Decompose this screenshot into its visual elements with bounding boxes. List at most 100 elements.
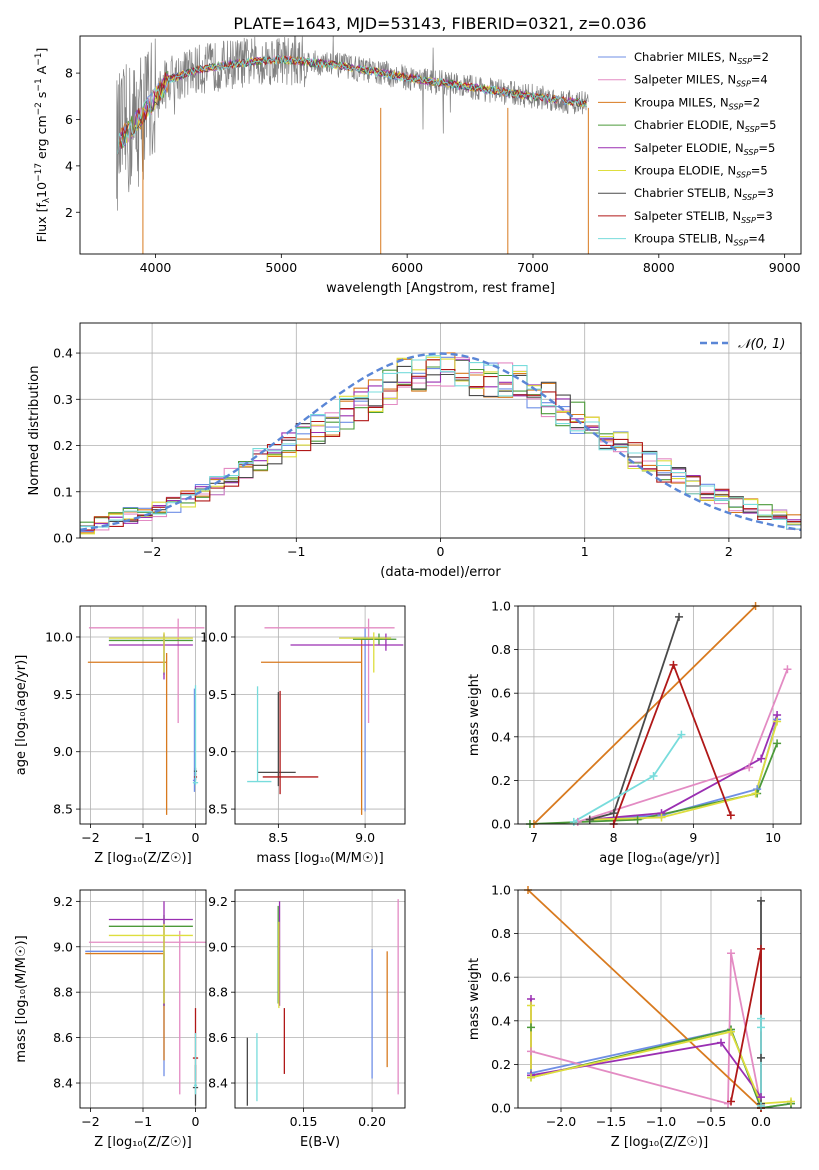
y-tick-label: 0.8 bbox=[491, 926, 511, 941]
plus-marker bbox=[649, 772, 658, 781]
x-tick-label: −2 bbox=[81, 1114, 99, 1129]
x-tick-label: 7 bbox=[530, 830, 538, 845]
errorbar-point bbox=[361, 627, 383, 812]
x-tick-label: 9000 bbox=[769, 260, 801, 275]
plus-marker bbox=[585, 815, 594, 824]
plus-marker bbox=[787, 1097, 795, 1106]
y-tick-label: 9.0 bbox=[53, 744, 73, 759]
plus-marker bbox=[657, 813, 666, 822]
x-tick-label: 0 bbox=[192, 830, 200, 845]
y-tick-label: 0.2 bbox=[53, 438, 73, 453]
mass-weight-line bbox=[589, 721, 778, 821]
legend-label-nssp: =5 bbox=[758, 141, 775, 155]
y-tick-label: 0.4 bbox=[53, 346, 73, 361]
axes-frame-residuals bbox=[79, 322, 802, 539]
legend-label-nssp: =5 bbox=[760, 118, 777, 132]
y-tick-label: 8.6 bbox=[53, 1030, 73, 1045]
plus-marker bbox=[569, 817, 578, 826]
panel-mass-vs-ebv: 0.15 0.20 8.4 8.6 8.8 9.0 9.2 E(B-V) bbox=[208, 889, 406, 1150]
y-tick-label: 0.0 bbox=[491, 817, 511, 832]
y-tick-label: 0.4 bbox=[491, 1013, 511, 1028]
legend-label-main: Salpeter MILES, N bbox=[634, 73, 736, 87]
errorbar-point bbox=[108, 632, 193, 673]
plus-marker bbox=[745, 763, 754, 772]
y-tick-label: 10.0 bbox=[200, 629, 228, 644]
errorbar-point bbox=[247, 686, 272, 783]
y-tick-label: 9.2 bbox=[208, 894, 228, 909]
y-label-part: −1 bbox=[34, 78, 44, 91]
plot-area-mass-weight-vs-age bbox=[529, 606, 789, 824]
y-axis-label: Normed distribution bbox=[27, 366, 42, 496]
legend-label-nssp: =5 bbox=[751, 164, 768, 178]
errorbar-point bbox=[193, 1033, 198, 1095]
y-tick-label: 0.6 bbox=[491, 686, 511, 701]
model-spectrum-line bbox=[117, 54, 587, 155]
plus-marker bbox=[773, 717, 782, 726]
y-tick-label: 1.0 bbox=[491, 599, 511, 614]
mass-weight-line bbox=[589, 616, 680, 821]
legend-label-sub: SSP bbox=[736, 80, 751, 89]
y-label-part: ] bbox=[34, 48, 49, 53]
plot-area-age-vs-mass bbox=[247, 618, 404, 815]
x-tick-label: 8000 bbox=[643, 260, 675, 275]
mass-weight-line bbox=[529, 742, 778, 824]
x-tick-label: 5000 bbox=[265, 260, 297, 275]
legend-label-main: Kroupa STELIB, N bbox=[634, 232, 734, 246]
x-tick-label: 7000 bbox=[517, 260, 549, 275]
plus-marker bbox=[527, 1047, 535, 1056]
legend-label-nssp: =3 bbox=[756, 209, 773, 223]
y-tick-label: 0.1 bbox=[53, 484, 73, 499]
plus-marker bbox=[677, 730, 686, 739]
legend-label-main: Chabrier MILES, N bbox=[634, 50, 737, 64]
plus-marker bbox=[669, 660, 678, 669]
plus-marker bbox=[757, 754, 766, 763]
mass-weight-line bbox=[527, 890, 762, 1108]
plus-marker bbox=[757, 1053, 765, 1062]
x-tick-label: −1.5 bbox=[596, 1114, 626, 1129]
y-tick-label: 9.2 bbox=[53, 894, 73, 909]
x-tick-label: −2.0 bbox=[546, 1114, 576, 1129]
x-tick-label: 0.20 bbox=[358, 1114, 386, 1129]
plus-marker bbox=[757, 1014, 765, 1023]
mass-weight-line bbox=[577, 668, 789, 823]
legend-label: Chabrier MILES, NSSP=2 bbox=[634, 50, 769, 66]
x-axis-label: wavelength [Angstrom, rest frame] bbox=[326, 281, 555, 296]
plus-marker bbox=[773, 739, 782, 748]
panel-residuals: −2 −1 0 1 2 0.0 0.1 0.2 0.3 0.4 (data-model)/error… bbox=[27, 322, 802, 580]
errorbar-point bbox=[87, 653, 168, 815]
x-tick-label: 9.0 bbox=[355, 830, 375, 845]
y-tick-label: 9.0 bbox=[208, 939, 228, 954]
legend-label: Chabrier ELODIE, NSSP=5 bbox=[634, 118, 776, 134]
x-tick-label: 4000 bbox=[140, 260, 172, 275]
plus-marker bbox=[675, 612, 684, 621]
legend-label-sub: SSP bbox=[736, 171, 751, 180]
x-tick-label: 0 bbox=[437, 544, 445, 559]
axes-frame-mass-weight-vs-Z bbox=[517, 889, 802, 1109]
y-tick-label: 8.5 bbox=[53, 802, 73, 817]
axes-frame-age-vs-Z bbox=[79, 605, 207, 825]
x-tick-label: −1 bbox=[287, 544, 305, 559]
x-axis-label: (data-model)/error bbox=[380, 565, 501, 580]
errorbar-point bbox=[339, 632, 392, 673]
x-tick-label: −1 bbox=[134, 1114, 152, 1129]
y-label-part: 10 bbox=[34, 182, 49, 198]
figure-title: PLATE=1643, MJD=53143, FIBERID=0321, z=0… bbox=[233, 14, 646, 33]
legend-label-sub: SSP bbox=[729, 102, 744, 111]
y-tick-label: 8.6 bbox=[208, 1030, 228, 1045]
legend-label-sub: SSP bbox=[745, 125, 760, 134]
y-tick-label: 8.8 bbox=[208, 985, 228, 1000]
axes-frame-mass-vs-Z bbox=[79, 889, 207, 1109]
y-tick-label: 9.5 bbox=[53, 687, 73, 702]
y-tick-label: 6 bbox=[65, 112, 73, 127]
legend-label-sub: SSP bbox=[742, 193, 757, 202]
y-tick-label: 8.4 bbox=[208, 1076, 228, 1091]
legend-label-sub: SSP bbox=[734, 239, 749, 248]
legend-label: Kroupa ELODIE, NSSP=5 bbox=[634, 164, 768, 180]
errorbar-point bbox=[85, 950, 165, 1077]
x-tick-label: 1 bbox=[581, 544, 589, 559]
y-tick-label: 0.3 bbox=[53, 392, 73, 407]
y-tick-label: 8 bbox=[65, 66, 73, 81]
x-tick-label: 8 bbox=[610, 830, 618, 845]
y-axis-label: mass weight bbox=[467, 674, 482, 756]
errorbar-point bbox=[192, 685, 199, 785]
